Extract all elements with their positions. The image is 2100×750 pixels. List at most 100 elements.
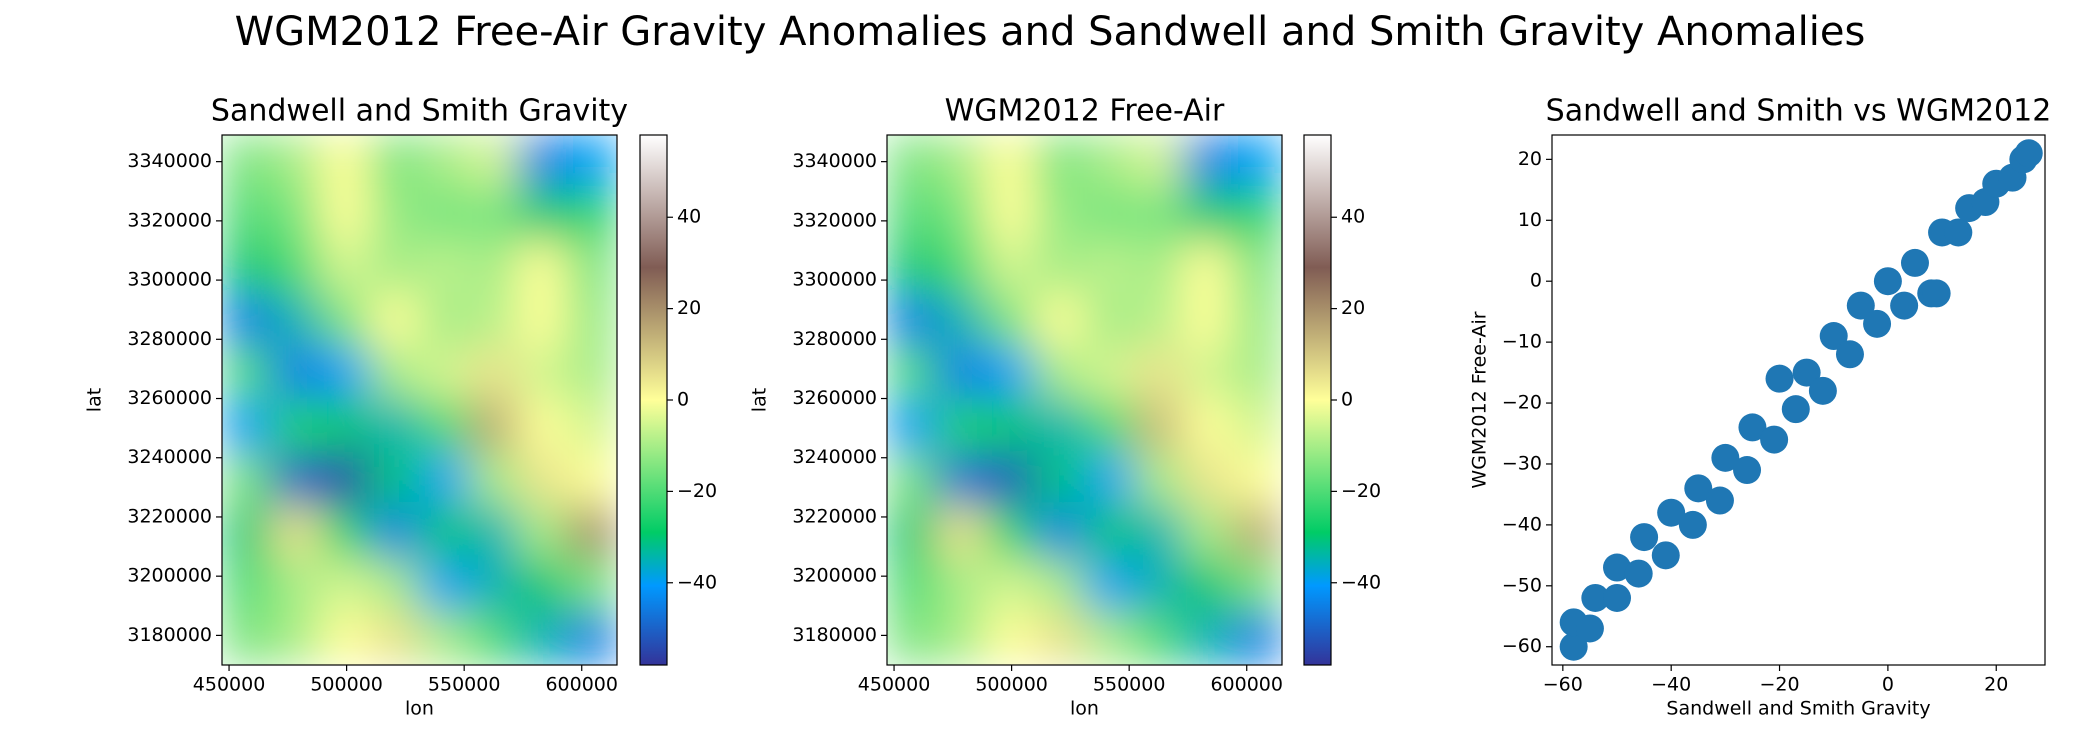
heatmap-cells <box>887 135 1282 665</box>
colorbar-tick-label: 0 <box>677 389 689 411</box>
heatmap-cell <box>985 558 1036 613</box>
heatmap-cell <box>1182 346 1234 401</box>
scatter-point <box>1765 364 1794 393</box>
scatter-point <box>1900 248 1929 277</box>
heatmap-cell <box>369 611 420 665</box>
heatmap-cell <box>369 135 420 189</box>
x-tick-label: −20 <box>1759 674 1799 696</box>
y-tick-label: 3220000 <box>792 505 877 527</box>
heatmap-cell <box>369 558 420 613</box>
heatmap-cell <box>1232 611 1282 665</box>
colorbar-tick-label: 20 <box>1341 297 1365 319</box>
scatter-point <box>1819 322 1848 351</box>
heatmap-cell <box>1034 452 1085 507</box>
colorbar <box>1303 134 1332 666</box>
heatmap-cell <box>1084 452 1135 507</box>
heatmap-cell <box>1084 399 1135 454</box>
heatmap-cell <box>1232 505 1282 560</box>
heatmap-cell <box>1133 187 1184 242</box>
x-tick-label: 500000 <box>310 674 383 696</box>
heatmap-cell <box>369 505 420 560</box>
scatter-point <box>1559 632 1588 661</box>
y-tick-label: −30 <box>1502 452 1542 474</box>
heatmap-cell <box>1182 558 1234 613</box>
scatter-point <box>1738 413 1767 442</box>
heatmap-cell <box>1084 346 1135 401</box>
heatmap-cell <box>419 505 470 560</box>
colorbar-tick-label: −20 <box>1341 480 1381 502</box>
heatmap-cell <box>1034 505 1085 560</box>
heatmap-cell <box>320 558 371 613</box>
heatmap-cell <box>320 399 371 454</box>
heatmap-cell <box>1084 611 1135 665</box>
heatmap-cell <box>1133 505 1184 560</box>
heatmap-cell <box>517 187 569 242</box>
x-tick-label: 500000 <box>975 674 1048 696</box>
axes-frame <box>886 134 1283 666</box>
heatmap-cell <box>419 135 470 189</box>
heatmap-cell <box>270 293 322 348</box>
y-tick-label: 3240000 <box>792 446 877 468</box>
heatmap-cell <box>419 346 470 401</box>
heatmap-cell <box>1133 452 1184 507</box>
heatmap-cell <box>887 611 937 665</box>
heatmap-cell <box>935 240 987 295</box>
heatmap-cell <box>222 240 272 295</box>
heatmap-cell <box>222 611 272 665</box>
axes-frame <box>221 134 618 666</box>
y-tick-label: 3340000 <box>127 150 212 172</box>
heatmap-cell <box>1232 240 1282 295</box>
heatmap <box>222 135 617 665</box>
heatmap-cell <box>985 611 1036 665</box>
heatmap-cell <box>419 240 470 295</box>
y-tick-label: −50 <box>1502 574 1542 596</box>
heatmap-cell <box>567 187 617 242</box>
heatmap-cell <box>567 558 617 613</box>
x-axis-label: lon <box>405 698 434 720</box>
heatmap-cell <box>887 346 937 401</box>
scatter-point <box>1733 456 1762 485</box>
heatmap-cell <box>468 611 519 665</box>
heatmap-cell <box>517 611 569 665</box>
scatter-point <box>1711 443 1740 472</box>
heatmap-cell <box>1133 240 1184 295</box>
heatmap-cell <box>985 505 1036 560</box>
heatmap-cell <box>270 187 322 242</box>
heatmap-cell <box>1182 135 1234 189</box>
heatmap-cell <box>517 240 569 295</box>
colorbar-tick-label: 40 <box>1341 206 1365 228</box>
heatmap-cell <box>1084 558 1135 613</box>
y-tick-label: 3300000 <box>792 269 877 291</box>
colorbar-tick-label: −40 <box>677 571 717 593</box>
heatmap-cell <box>222 187 272 242</box>
heatmap-cell <box>222 135 272 189</box>
scatter-point <box>2014 139 2043 168</box>
heatmap-cell <box>320 135 371 189</box>
scatter-point <box>1678 510 1707 539</box>
heatmap-cell <box>1232 293 1282 348</box>
y-tick-label: 3180000 <box>127 624 212 646</box>
heatmap-cell <box>1182 293 1234 348</box>
heatmap-cell <box>887 399 937 454</box>
heatmap-cell <box>1232 346 1282 401</box>
heatmap-cell <box>270 452 322 507</box>
y-tick-label: −20 <box>1502 392 1542 414</box>
scatter-point <box>1846 291 1875 320</box>
heatmap-cell <box>1182 240 1234 295</box>
heatmap-cell <box>1182 611 1234 665</box>
y-tick-label: −10 <box>1502 331 1542 353</box>
heatmap-cell <box>1133 558 1184 613</box>
scatter-point <box>1835 340 1864 369</box>
y-axis-label: lat <box>749 388 771 412</box>
heatmap-cell <box>985 293 1036 348</box>
scatter-point <box>1944 218 1973 247</box>
heatmap-cell <box>935 135 987 189</box>
y-tick-label: 0 <box>1530 270 1542 292</box>
heatmap-cell <box>468 558 519 613</box>
heatmap-cell <box>468 346 519 401</box>
heatmap-cell <box>1084 187 1135 242</box>
heatmap-cell <box>1232 135 1282 189</box>
y-tick-label: 3280000 <box>127 328 212 350</box>
heatmap-cell <box>270 505 322 560</box>
colorbar-tick-label: 40 <box>677 206 701 228</box>
